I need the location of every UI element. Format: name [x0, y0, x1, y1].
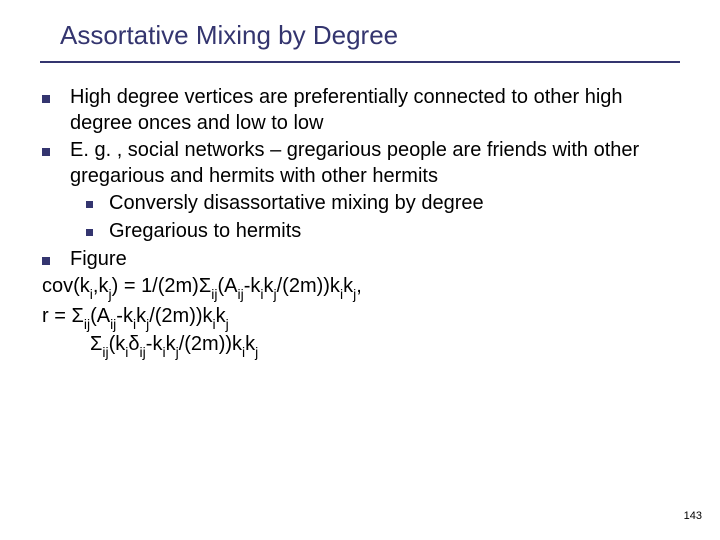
title-rule [40, 61, 680, 63]
formula-r: r = Σij(Aij-kikj/(2m))kikj [42, 304, 674, 332]
bullet-icon [86, 229, 93, 236]
bullet-text: Figure [70, 247, 127, 273]
formula-cov: cov(ki,kj) = 1/(2m)Σij(Aij-kikj/(2m))kik… [42, 274, 674, 302]
bullet-text: E. g. , social networks – gregarious peo… [70, 138, 674, 189]
page-number: 143 [684, 510, 702, 522]
bullet-icon [42, 148, 50, 156]
sub-bullet-item: Conversly disassortative mixing by degre… [42, 191, 674, 217]
bullet-item: E. g. , social networks – gregarious peo… [42, 138, 674, 189]
slide-title: Assortative Mixing by Degree [40, 20, 680, 51]
bullet-item: High degree vertices are preferentially … [42, 85, 674, 136]
slide-body: High degree vertices are preferentially … [40, 85, 680, 360]
sub-bullet-item: Gregarious to hermits [42, 219, 674, 245]
bullet-icon [42, 95, 50, 103]
sub-bullet-text: Gregarious to hermits [109, 219, 301, 245]
sub-bullet-text: Conversly disassortative mixing by degre… [109, 191, 484, 217]
formula-r-denom: Σij(kiδij-kikj/(2m))kikj [42, 332, 674, 360]
bullet-icon [86, 201, 93, 208]
bullet-icon [42, 257, 50, 265]
bullet-item: Figure [42, 247, 674, 273]
bullet-text: High degree vertices are preferentially … [70, 85, 674, 136]
